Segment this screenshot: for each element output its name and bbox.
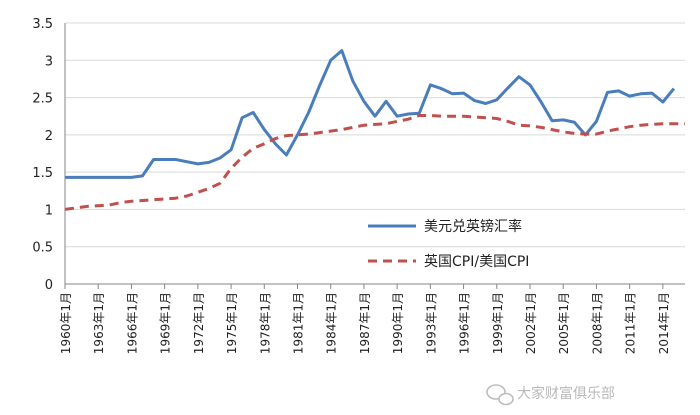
y-tick-label: 2	[45, 129, 53, 144]
x-tick-label: 2014年1月	[657, 292, 671, 354]
y-tick-label: 1.5	[32, 166, 53, 181]
x-tick-label: 1990年1月	[391, 292, 405, 354]
y-tick-label: 1	[45, 203, 53, 218]
y-tick-label: 3.5	[32, 17, 53, 32]
grid-lines	[65, 22, 685, 248]
x-tick-label: 1981年1月	[292, 292, 306, 354]
x-tick-label: 1999年1月	[491, 292, 505, 354]
legend-label-exchange-rate: 美元兑英镑汇率	[424, 218, 522, 235]
series-line-exchange-rate	[65, 49, 676, 179]
watermark: 大家财富俱乐部	[486, 384, 615, 406]
x-tick-label: 1975年1月	[225, 292, 239, 354]
y-tick-label: 0.5	[32, 241, 53, 256]
wechat-icon	[486, 384, 514, 406]
x-tick-label: 2008年1月	[590, 292, 604, 354]
x-tick-label: 2011年1月	[624, 292, 638, 354]
series-line-cpi-ratio	[64, 114, 685, 211]
x-tick-label: 1993年1月	[424, 292, 438, 354]
x-tick-label: 1969年1月	[159, 292, 173, 354]
x-tick-label: 1984年1月	[325, 292, 339, 354]
legend-label-cpi-ratio: 英国CPI/美国CPI	[424, 253, 529, 270]
series-lines	[64, 49, 685, 211]
y-tick-labels: 0 0.5 1 1.5 2 2.5 3 3.5	[32, 17, 53, 293]
x-tick-label: 1987年1月	[358, 292, 372, 354]
x-tick-label: 1972年1月	[192, 292, 206, 354]
x-tick-label: 1960年1月	[59, 292, 73, 354]
y-tick-label: 2.5	[32, 92, 53, 107]
x-tick-label: 2005年1月	[557, 292, 571, 354]
x-tick-label: 1996年1月	[458, 292, 472, 354]
axes	[64, 23, 685, 289]
x-tick-label: 2002年1月	[524, 292, 538, 354]
legend: 美元兑英镑汇率 英国CPI/美国CPI	[368, 218, 529, 270]
x-tick-label: 1963年1月	[92, 292, 106, 354]
x-tick-label: 1966年1月	[125, 292, 139, 354]
x-tick-labels: 1960年1月 1963年1月 1966年1月 1969年1月 1972年1月 1975年…	[59, 292, 671, 354]
x-tick-label: 1978年1月	[258, 292, 272, 354]
y-tick-label: 0	[45, 278, 53, 293]
y-tick-label: 3	[45, 54, 53, 69]
watermark-text: 大家财富俱乐部	[517, 385, 615, 402]
